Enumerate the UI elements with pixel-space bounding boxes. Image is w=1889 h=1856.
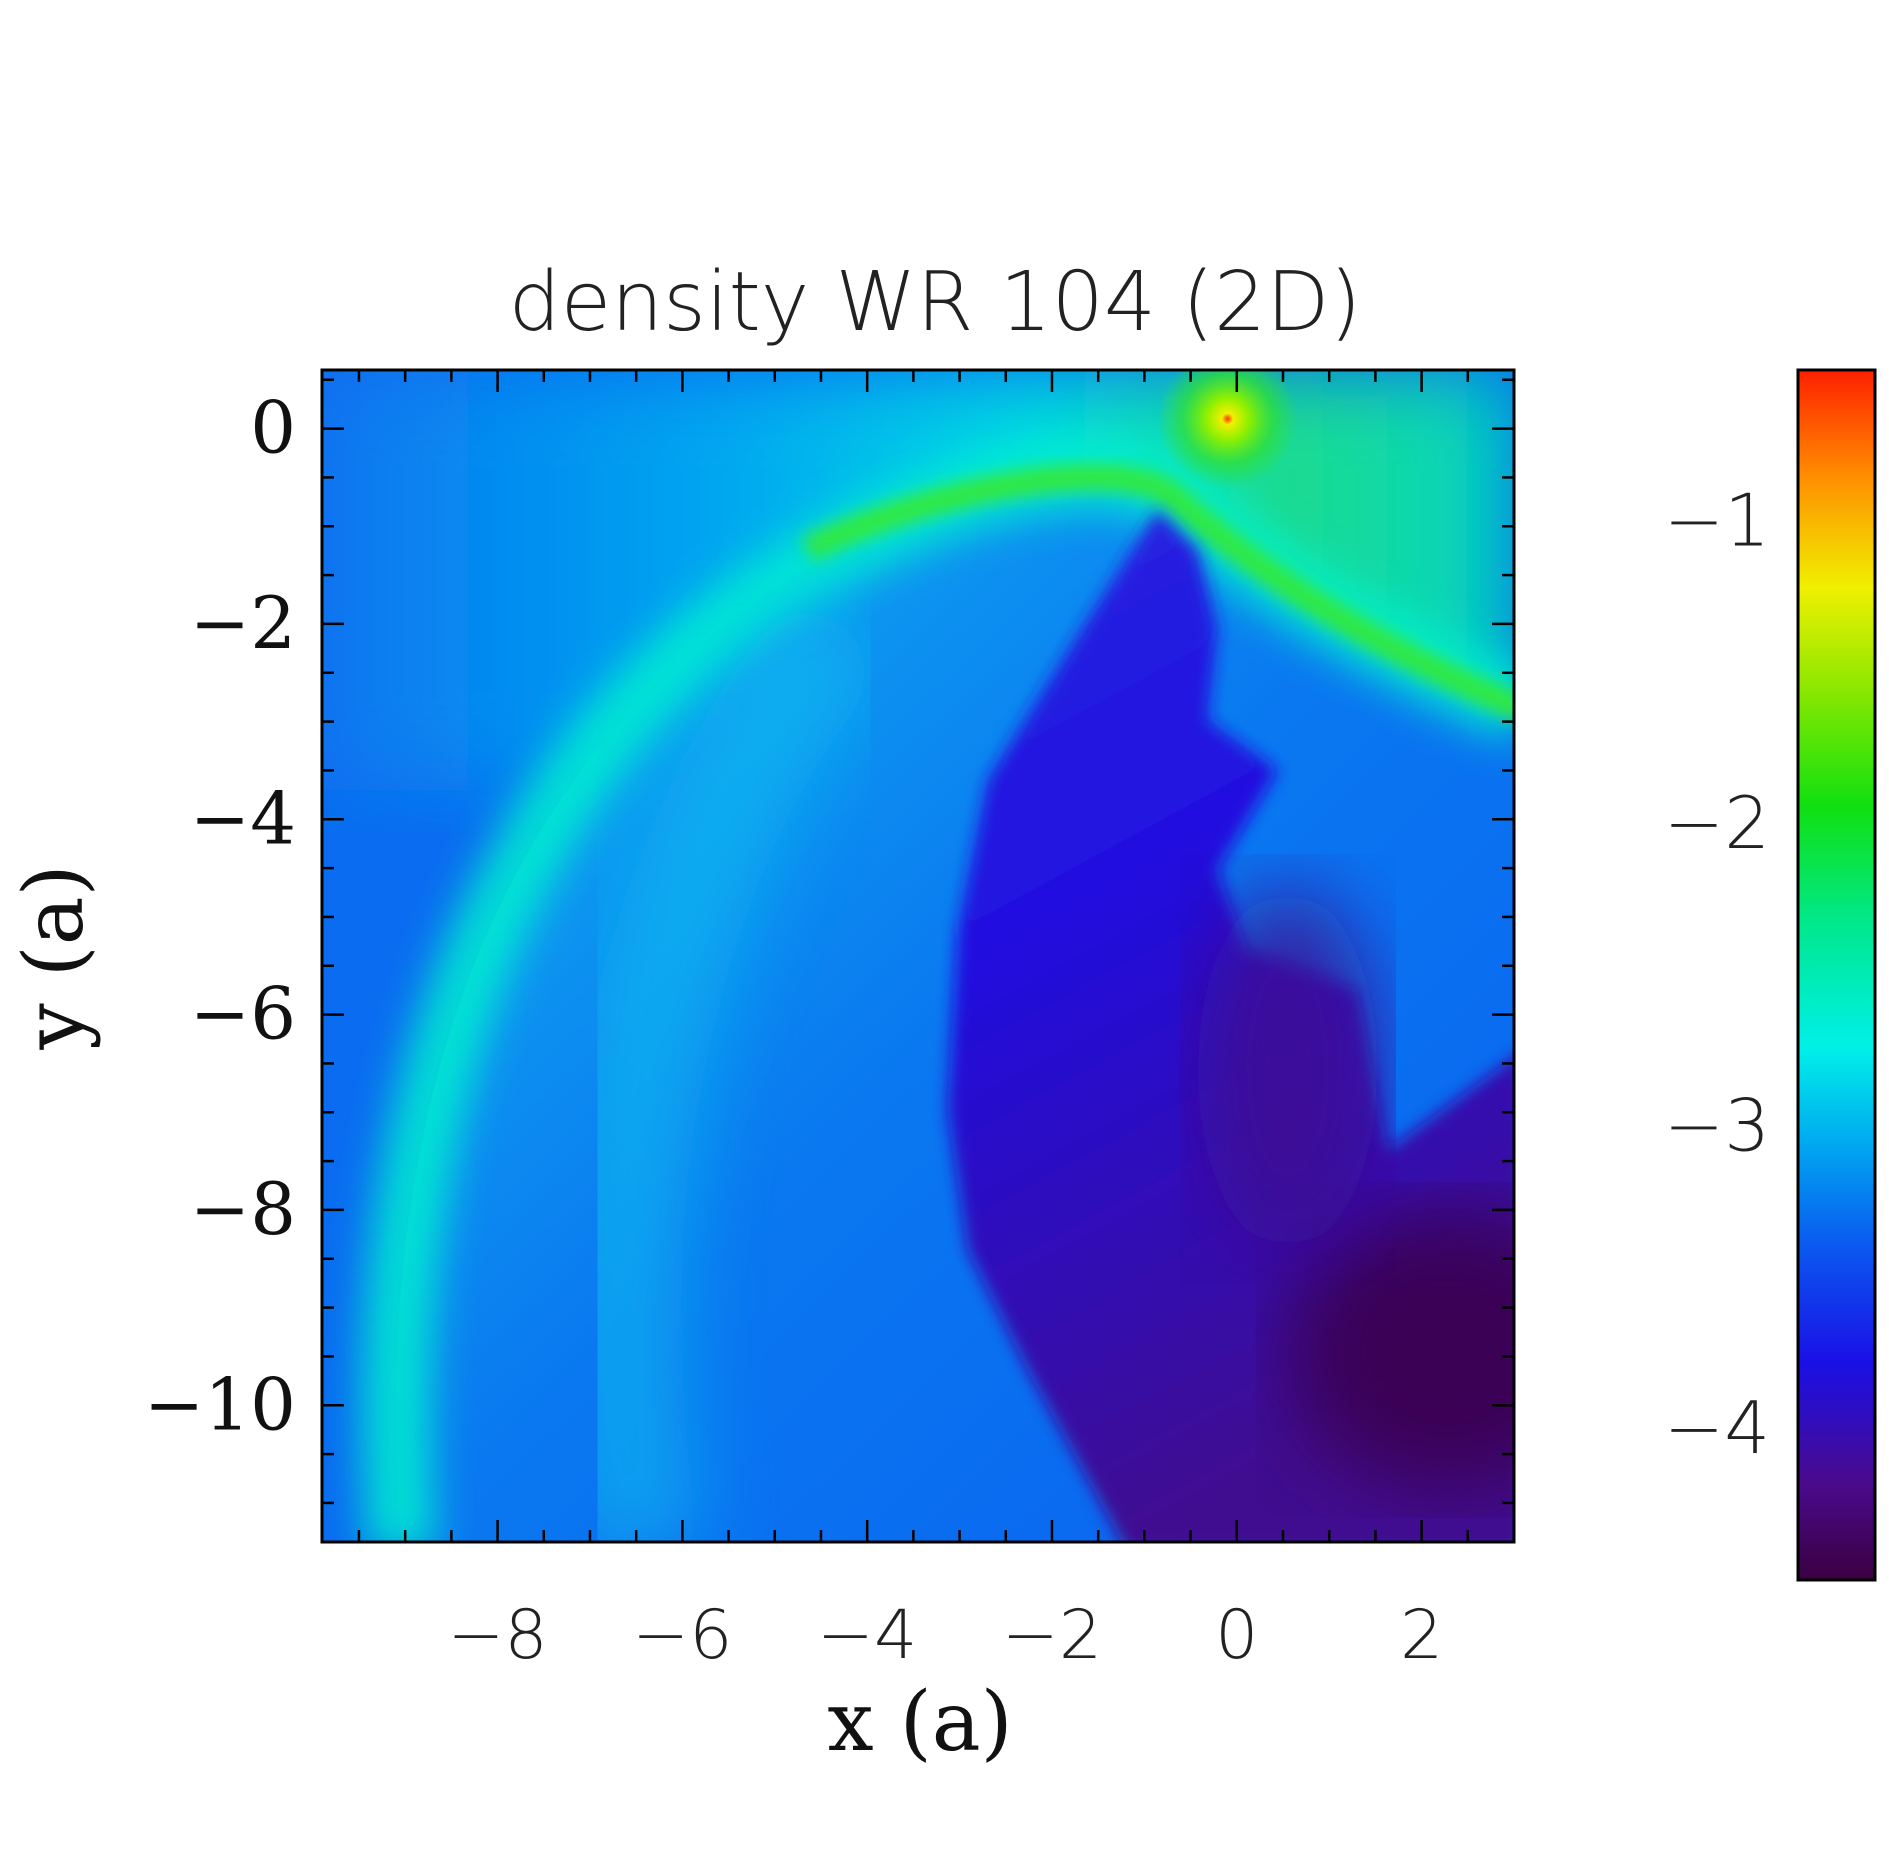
x-tick-label: −8 (447, 1596, 547, 1675)
colorbar-tick-label: −1 (1664, 478, 1770, 562)
colorbar-tick-label: −4 (1664, 1386, 1770, 1470)
x-tick-label: 0 (1215, 1596, 1258, 1675)
y-tick-label: −10 (144, 1362, 296, 1446)
y-tick-label: −4 (190, 776, 296, 860)
cavity-filament (1197, 890, 1378, 1250)
x-tick-label: −4 (817, 1596, 917, 1675)
plot-frame (320, 368, 1516, 1544)
x-tick-label: 2 (1400, 1596, 1443, 1675)
y-axis-label: y (a) (7, 864, 102, 1050)
colorbar-axis: −1 −2 −3 −4 (1664, 478, 1770, 1470)
y-tick-label: 0 (250, 386, 296, 470)
inner-mixing-band (560, 586, 890, 1542)
x-tick-label: −6 (632, 1596, 732, 1675)
chart-title: density WR 104 (2D) (509, 255, 1362, 350)
x-axis-label: x (a) (827, 1675, 1012, 1770)
y-tick-label: −6 (190, 972, 296, 1056)
x-axis: −8 −6 −4 −2 0 2 (357, 370, 1516, 1675)
colorbar-tick-label: −3 (1664, 1083, 1770, 1167)
y-tick-label: −8 (190, 1167, 296, 1251)
x-tick-label: −2 (1002, 1596, 1102, 1675)
cavity-core (1287, 1210, 1514, 1490)
star-density-peak (1157, 370, 1298, 489)
y-axis: 0 −2 −4 −6 −8 −10 (144, 378, 1514, 1505)
colorbar-tick-label: −2 (1664, 781, 1770, 865)
y-tick-label: −2 (190, 581, 296, 665)
shock-front-line (801, 464, 1514, 720)
colorbar (1796, 368, 1877, 1582)
density-heatmap (322, 370, 1514, 1542)
